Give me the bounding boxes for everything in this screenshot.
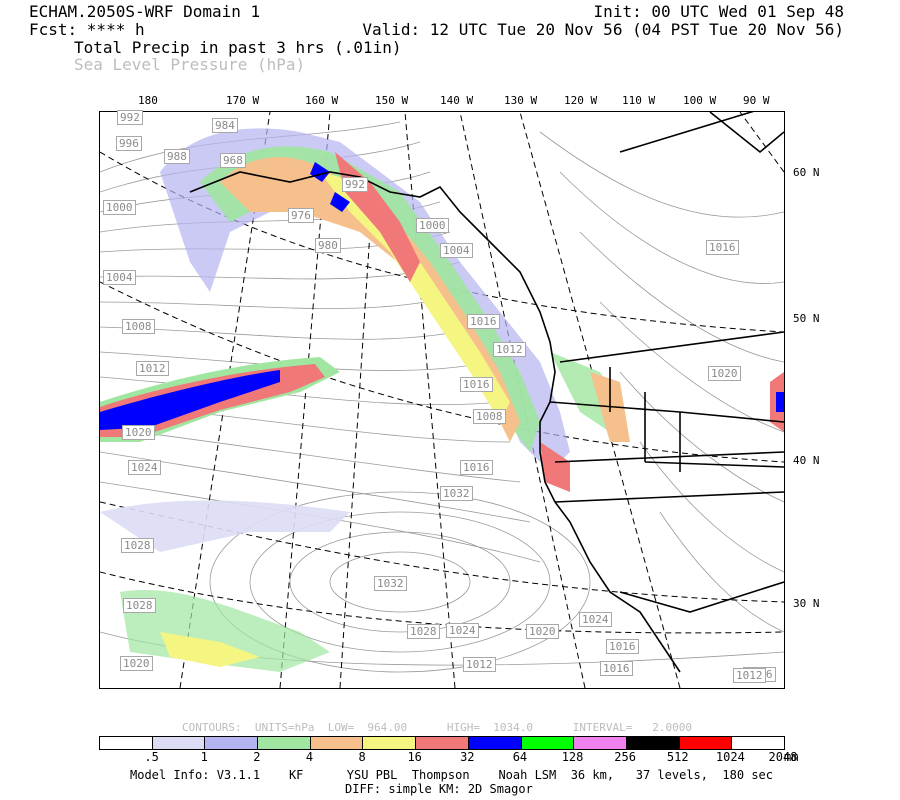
- isobar-label: 1016: [467, 314, 500, 329]
- isobar-label: 1028: [121, 538, 154, 553]
- precip-map-svg: [100, 112, 784, 688]
- isobar-label: 1028: [407, 624, 440, 639]
- colorbar-swatch: [152, 737, 206, 749]
- colorbar-swatch: [732, 737, 784, 749]
- model-info: Model Info: V3.1.1 KF YSU PBL Thompson N…: [130, 768, 773, 782]
- longitude-label: 150 W: [375, 94, 409, 107]
- isobar-label: 1000: [416, 218, 449, 233]
- isobar-label: 1004: [440, 243, 473, 258]
- latitude-label: 30 N: [793, 597, 820, 610]
- longitude-label: 130 W: [504, 94, 538, 107]
- longitude-label: 90 W: [743, 94, 770, 107]
- colorbar-swatch: [521, 737, 575, 749]
- diff-info: DIFF: simple KM: 2D Smagor: [345, 782, 533, 796]
- map-panel: [99, 111, 785, 689]
- longitude-label: 120 W: [564, 94, 598, 107]
- colorbar-swatch: [100, 737, 153, 749]
- isobar-label: 1028: [123, 598, 156, 613]
- isobar-label: 1016: [706, 240, 739, 255]
- isobar-label: 1012: [136, 361, 169, 376]
- colorbar-label: 512: [666, 750, 689, 764]
- isobar-label: 1032: [374, 576, 407, 591]
- isobar-label: 1000: [103, 200, 136, 215]
- isobar-label: 1020: [708, 366, 741, 381]
- colorbar-label: 2: [253, 750, 261, 764]
- isobar-label: 976: [288, 208, 314, 223]
- isobar-label: 1012: [493, 342, 526, 357]
- model-title: ECHAM.2050S-WRF Domain 1: [29, 2, 261, 21]
- longitude-label: 110 W: [622, 94, 656, 107]
- isobar-label: 1016: [600, 661, 633, 676]
- colorbar-swatch: [626, 737, 680, 749]
- longitude-label: 170 W: [226, 94, 260, 107]
- isobar-label: 1032: [440, 486, 473, 501]
- colorbar-label: .5: [144, 750, 159, 764]
- isobar-label: 1016: [606, 639, 639, 654]
- colorbar-label: 1024: [715, 750, 745, 764]
- isobar-label: 1024: [579, 612, 612, 627]
- colorbar-label: 8: [358, 750, 366, 764]
- isobar-label: 1012: [463, 657, 496, 672]
- isobar-label: 1008: [122, 319, 155, 334]
- colorbar-swatch: [468, 737, 522, 749]
- precip-colorbar: [99, 736, 785, 750]
- isobar-label: 1012: [733, 668, 766, 683]
- forecast-hour: Fcst: **** h: [29, 20, 145, 39]
- isobar-label: 1020: [526, 624, 559, 639]
- colorbar-label: 1: [200, 750, 208, 764]
- isobar-label: 996: [116, 136, 142, 151]
- longitude-label: 180: [138, 94, 158, 107]
- colorbar-label: 128: [561, 750, 584, 764]
- colorbar-swatch: [363, 737, 417, 749]
- valid-time: Valid: 12 UTC Tue 20 Nov 56 (04 PST Tue …: [362, 20, 844, 39]
- colorbar-swatch: [416, 737, 469, 749]
- latitude-label: 60 N: [793, 166, 820, 179]
- isobar-label: 1016: [460, 377, 493, 392]
- colorbar-label: 256: [614, 750, 636, 764]
- longitude-label: 140 W: [440, 94, 474, 107]
- colorbar-swatch: [574, 737, 627, 749]
- isobar-label: 1004: [103, 270, 136, 285]
- isobar-label: 1020: [122, 425, 155, 440]
- field-slp-title: Sea Level Pressure (hPa): [74, 55, 306, 74]
- colorbar-swatch: [205, 737, 259, 749]
- isobar-label: 1024: [446, 623, 479, 638]
- isobar-label: 1020: [120, 656, 153, 671]
- longitude-label: 160 W: [305, 94, 339, 107]
- colorbar-unit: mm: [784, 750, 799, 764]
- field-precip-title: Total Precip in past 3 hrs (.01in): [74, 38, 402, 57]
- isobar-label: 984: [212, 118, 238, 133]
- longitude-label: 100 W: [683, 94, 717, 107]
- isobar-label: 992: [342, 177, 368, 192]
- isobar-label: 988: [164, 149, 190, 164]
- contour-info: CONTOURS: UNITS=hPa LOW= 964.00 HIGH= 10…: [182, 721, 692, 734]
- colorbar-swatch: [679, 737, 733, 749]
- colorbar-swatch: [310, 737, 364, 749]
- latitude-label: 40 N: [793, 454, 820, 467]
- isobar-lines: [100, 121, 784, 673]
- colorbar-label: 2048: [768, 750, 798, 764]
- init-time: Init: 00 UTC Wed 01 Sep 48: [593, 2, 844, 21]
- isobar-label: 1008: [473, 409, 506, 424]
- isobar-label: 968: [220, 153, 246, 168]
- colorbar-label: 4: [305, 750, 314, 764]
- isobar-label: 992: [117, 110, 143, 125]
- colorbar-label: 64: [512, 750, 528, 764]
- isobar-label: 1016: [460, 460, 493, 475]
- colorbar-label: 16: [407, 750, 422, 764]
- isobar-label: 980: [315, 238, 341, 253]
- colorbar-label: 32: [460, 750, 475, 764]
- colorbar-swatch: [258, 737, 311, 749]
- precip-bands: [100, 128, 784, 672]
- latitude-label: 50 N: [793, 312, 820, 325]
- isobar-label: 1024: [128, 460, 161, 475]
